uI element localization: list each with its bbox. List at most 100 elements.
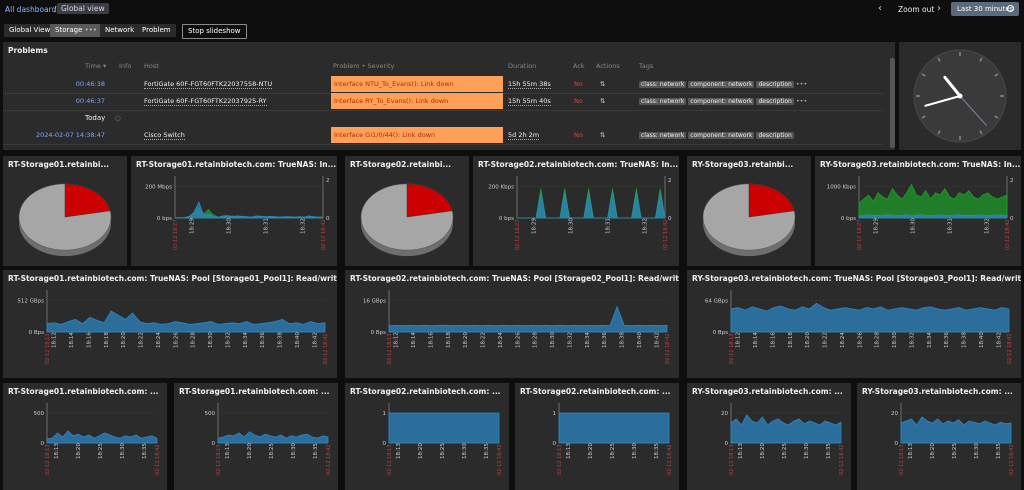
scrollbar[interactable] (890, 58, 895, 148)
problem-duration[interactable]: 15h 55m 38s (508, 80, 551, 89)
problem-ack[interactable]: No (574, 97, 583, 105)
breadcrumb-separator: / (54, 5, 57, 14)
x-tick-label: 18:30 (632, 443, 638, 459)
more-icon[interactable]: ••• (84, 26, 98, 34)
x-date-start: 02-12 18:13 (387, 444, 393, 475)
chart-svg: 500 0 18:13 18:20 18:25 18:30 18:35 02-12 18:13… (34, 403, 161, 475)
series-area[interactable] (730, 302, 1010, 333)
tag[interactable]: component: network (688, 81, 755, 88)
problem-severity-cell[interactable]: Interface RY_To_Evans(): Link down (331, 93, 503, 109)
traffic-graph-panel[interactable]: RY-Storage03.retainbiotech.com: TrueNAS:… (815, 156, 1021, 266)
series-area[interactable] (558, 412, 670, 444)
y-max-label: 1 (383, 411, 387, 417)
tab-storage[interactable]: Storage ••• (50, 24, 103, 37)
breadcrumb-current[interactable]: Global view (57, 3, 109, 14)
x-tick-label: 18:38 (962, 332, 968, 348)
problem-ack[interactable]: No (574, 80, 583, 88)
panel-title: RY-Storage03.retainbiotech.com: TrueNAS:… (820, 160, 1021, 169)
traffic-graph-panel[interactable]: RT-Storage02.retainbiotech.com: TrueNAS:… (473, 156, 679, 266)
traffic-graph-panel[interactable]: RT-Storage01.retainbiotech.com: TrueNAS:… (131, 156, 337, 266)
actions-icon[interactable]: ⇅ (600, 97, 606, 105)
pool-throughput-graph-panel[interactable]: RT-Storage02.retainbiotech.com: TrueNAS:… (345, 270, 679, 378)
chevron-right-icon[interactable]: › (937, 3, 941, 14)
storage-usage-pie-panel[interactable]: RT-Storage02.retainbi... (345, 156, 469, 266)
table-row[interactable]: 2024-02-07 14:38:47 Cisco Switch Interfa… (3, 127, 883, 145)
tag[interactable]: description (756, 98, 794, 105)
stop-slideshow-button[interactable]: Stop slideshow (182, 24, 247, 39)
table-row[interactable]: 00:46:37 FortiGate 60F-FGT60FTK22037925-… (3, 93, 883, 111)
series-area[interactable] (730, 414, 842, 444)
panel-title: RY-Storage03.retainbi... (692, 160, 794, 169)
problem-time[interactable]: 00:46:38 (75, 80, 105, 88)
tag[interactable]: description (756, 81, 794, 88)
storage-metric-graph-panel[interactable]: RY-Storage03.retainbiotech.com: ... 20 0 18… (857, 383, 1021, 490)
column-header-time[interactable]: Time ▾ (85, 62, 107, 70)
pie-slice-used[interactable] (406, 183, 453, 218)
series-area[interactable] (517, 192, 666, 219)
x-date-start: 02-12 18:13 (729, 444, 735, 475)
breadcrumb-all-dashboards[interactable]: All dashboards (5, 5, 61, 14)
problem-duration[interactable]: 15h 55m 40s (508, 97, 551, 106)
actions-icon[interactable]: ⇅ (600, 80, 606, 88)
tab-global-view[interactable]: Global View (4, 24, 56, 37)
tab-network[interactable]: Network (100, 24, 140, 37)
time-range-button[interactable]: Last 30 minutes (951, 2, 1019, 16)
x-date-end: 02-12 18:42 (839, 444, 845, 475)
problem-severity-cell[interactable]: Interface NTU_To_Evans(): Link down (331, 76, 503, 92)
storage-metric-graph-panel[interactable]: RT-Storage01.retainbiotech.com: ... 500 0 1… (3, 383, 167, 490)
zoom-out-button[interactable]: Zoom out (898, 5, 935, 14)
actions-icon[interactable]: ⇅ (600, 131, 606, 139)
problem-host[interactable]: FortiGate 60F-FGT60FTK22037925-RY (144, 97, 267, 106)
tag[interactable]: description (756, 132, 794, 139)
storage-metric-graph-panel[interactable]: RT-Storage02.retainbiotech.com: ... 1 0 18:… (345, 383, 509, 490)
chart-svg (360, 183, 454, 257)
pool-throughput-graph-panel[interactable]: RY-Storage03.retainbiotech.com: TrueNAS:… (687, 270, 1021, 378)
more-icon[interactable]: ••• (795, 80, 808, 88)
panel-title: RT-Storage01.retainbi... (8, 160, 110, 169)
problem-host[interactable]: Cisco Switch (144, 131, 185, 140)
x-tick-label: 18:20 (805, 332, 811, 348)
problem-time[interactable]: 2024-02-07 14:38:47 (35, 131, 105, 139)
series-area[interactable] (174, 200, 324, 219)
problem-time[interactable]: 00:46:37 (75, 97, 105, 105)
series-area[interactable] (46, 310, 326, 333)
pie-slice-used[interactable] (748, 183, 795, 218)
storage-usage-pie-panel[interactable]: RY-Storage03.retainbi... (687, 156, 811, 266)
date-separator: Today (85, 114, 106, 122)
series-area[interactable] (900, 416, 1012, 444)
storage-metric-graph-panel[interactable]: RT-Storage02.retainbiotech.com: ... 1 0 18:… (515, 383, 679, 490)
tag[interactable]: component: network (688, 132, 755, 139)
y-min-label: 0 (725, 441, 729, 447)
chevron-left-icon[interactable]: ‹ (878, 3, 882, 14)
storage-metric-graph-panel[interactable]: RY-Storage03.retainbiotech.com: ... 20 0 18… (687, 383, 851, 490)
y-max-label: 64 GBps (705, 299, 728, 305)
x-tick-label: 18:30 (291, 443, 297, 459)
problem-host[interactable]: FortiGate 60F-FGT60FTK22037558-NTU (144, 80, 273, 89)
tag[interactable]: class: network (639, 81, 687, 88)
series-area[interactable] (217, 431, 329, 444)
series-area[interactable] (388, 305, 668, 333)
more-icon[interactable]: ••• (795, 97, 808, 105)
pool-throughput-graph-panel[interactable]: RT-Storage01.retainbiotech.com: TrueNAS:… (3, 270, 337, 378)
tag[interactable]: component: network (688, 98, 755, 105)
storage-usage-pie-panel[interactable]: RT-Storage01.retainbi... (3, 156, 127, 266)
table-row[interactable]: 00:46:38 FortiGate 60F-FGT60FTK22037558-… (3, 76, 883, 94)
tag[interactable]: class: network (639, 132, 687, 139)
problem-duration[interactable]: 5d 2h 2m (508, 131, 540, 140)
tag[interactable]: class: network (639, 98, 687, 105)
storage-metric-graph-panel[interactable]: RT-Storage01.retainbiotech.com: ... 500 0 1… (174, 383, 338, 490)
problem-severity-cell[interactable]: Interface Gi1/0/44(): Link down (331, 127, 503, 143)
time-range-label: Last 30 minutes (957, 5, 1014, 13)
x-date-end: 02-12 18:42 (326, 444, 332, 475)
x-tick-label: 18:32 (567, 332, 573, 348)
series-area[interactable] (388, 412, 500, 444)
clock-center (957, 93, 963, 99)
series-area[interactable] (46, 430, 158, 444)
pie-slice-used[interactable] (64, 183, 111, 218)
problem-text: Interface Gi1/0/44(): Link down (334, 131, 436, 139)
series-area[interactable] (858, 183, 1008, 219)
series-area[interactable] (858, 214, 1008, 219)
problem-ack[interactable]: No (574, 131, 583, 139)
button-label: Stop slideshow (188, 27, 241, 35)
tab-problem[interactable]: Problem (137, 24, 176, 37)
